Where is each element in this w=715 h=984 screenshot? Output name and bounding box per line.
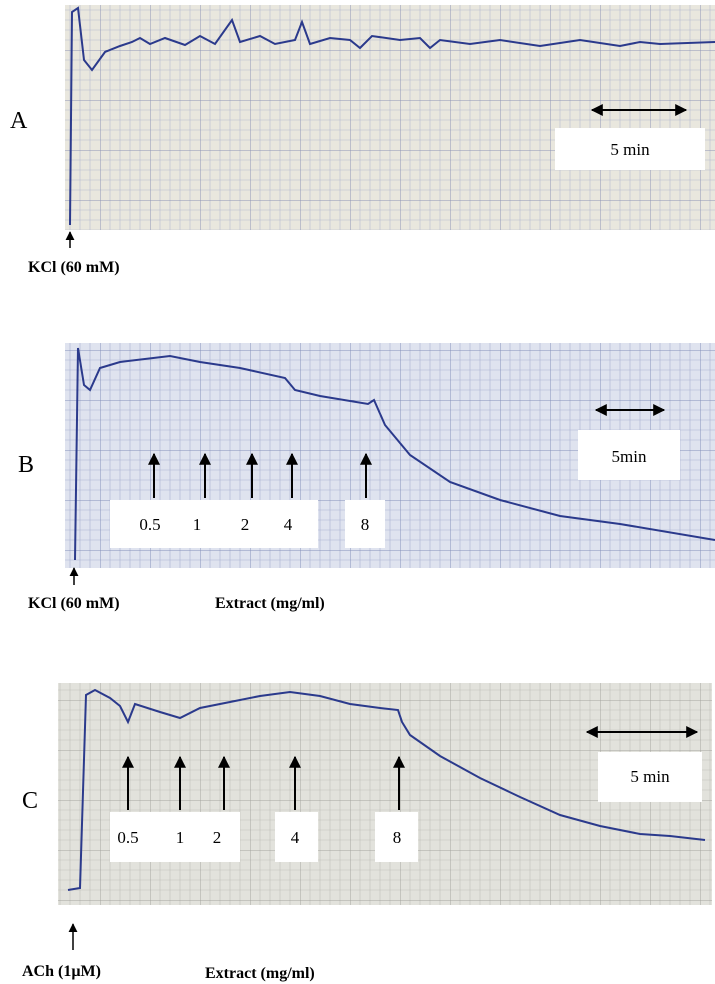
dose-label: 0.5 [117,828,138,847]
panel-a: A 5 min KCl (60 mM) [10,5,715,276]
figure: A 5 min KCl (60 mM) B 5min 0.5 1 2 4 8 K… [0,0,715,984]
panel-b: B 5min 0.5 1 2 4 8 KCl (60 mM) Extract (… [18,343,715,612]
dose-label: 8 [393,828,402,847]
dose-unit: Extract (mg/ml) [215,595,325,612]
dose-label: 1 [176,828,185,847]
stimulus-label: KCl (60 mM) [28,595,120,612]
panel-label: A [10,108,28,134]
scale-label: 5 min [610,140,650,159]
dose-label: 2 [241,515,250,534]
dose-label: 2 [213,828,222,847]
dose-label: 1 [193,515,202,534]
dose-label: 4 [291,828,300,847]
dose-label: 8 [361,515,370,534]
dose-unit: Extract (mg/ml) [205,965,315,982]
dose-label: 4 [284,515,293,534]
panel-label: C [22,788,38,814]
stimulus-label: ACh (1µM) [22,963,101,980]
stimulus-label: KCl (60 mM) [28,259,120,276]
panel-label: B [18,452,34,478]
dose-label: 0.5 [139,515,160,534]
scale-label: 5min [612,447,647,466]
panel-c: C 5 min 0.5 1 2 4 8 ACh (1µM) Extract (m… [22,683,712,982]
scale-label: 5 min [630,767,670,786]
